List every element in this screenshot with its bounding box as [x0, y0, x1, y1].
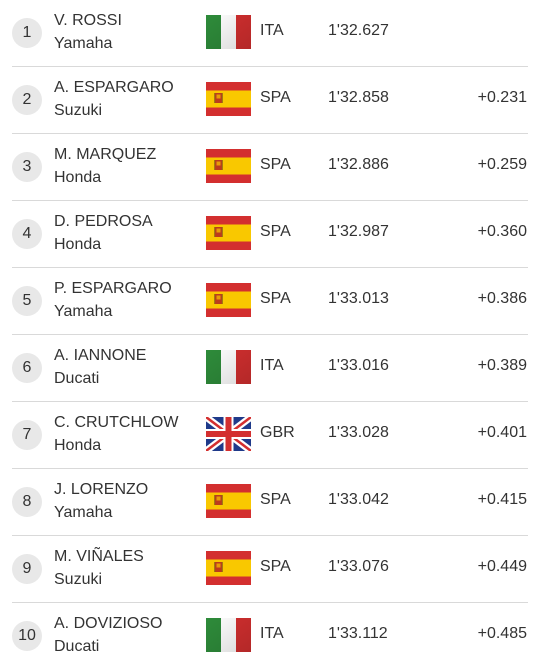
- rider-name: M. MARQUEZ: [54, 146, 157, 163]
- lap-time: 1'32.886: [328, 156, 389, 173]
- rider-name: M. VIÑALES: [54, 548, 144, 565]
- result-row[interactable]: 7 C. CRUTCHLOW Honda GBR 1'33.028 +0.401: [0, 402, 540, 469]
- country-code: SPA: [260, 89, 291, 106]
- row-divider: [12, 535, 528, 536]
- country-code: SPA: [260, 156, 291, 173]
- rider-name: P. ESPARGARO: [54, 280, 172, 297]
- result-row[interactable]: 9 M. VIÑALES Suzuki SPA 1'33.076 +0.449: [0, 536, 540, 603]
- time-gap: +0.259: [477, 156, 527, 173]
- team-name: Yamaha: [54, 35, 113, 52]
- row-divider: [12, 66, 528, 67]
- rider-name: J. LORENZO: [54, 481, 149, 498]
- country-code: ITA: [260, 22, 284, 39]
- position-badge: 10: [12, 621, 42, 651]
- time-gap: +0.401: [477, 424, 527, 441]
- spain-flag-icon: [206, 149, 251, 183]
- result-row[interactable]: 3 M. MARQUEZ Honda SPA 1'32.886 +0.259: [0, 134, 540, 201]
- rider-name: V. ROSSI: [54, 12, 122, 29]
- team-name: Suzuki: [54, 102, 103, 119]
- result-row[interactable]: 6 A. IANNONE Ducati ITA 1'33.016 +0.389: [0, 335, 540, 402]
- time-gap: +0.415: [477, 491, 527, 508]
- spain-flag-icon: [206, 82, 251, 116]
- rider-name: C. CRUTCHLOW: [54, 414, 179, 431]
- italy-flag-icon: [206, 15, 251, 49]
- country-code: SPA: [260, 223, 291, 240]
- lap-time: 1'33.016: [328, 357, 389, 374]
- position-badge: 9: [12, 554, 42, 584]
- lap-time: 1'32.858: [328, 89, 389, 106]
- spain-flag-icon: [206, 283, 251, 317]
- country-code: SPA: [260, 491, 291, 508]
- spain-flag-icon: [206, 216, 251, 250]
- rider-name: D. PEDROSA: [54, 213, 153, 230]
- team-name: Honda: [54, 169, 102, 186]
- position-badge: 5: [12, 286, 42, 316]
- position-badge: 7: [12, 420, 42, 450]
- rider-name: A. ESPARGARO: [54, 79, 174, 96]
- row-divider: [12, 602, 528, 603]
- result-row[interactable]: 4 D. PEDROSA Honda SPA 1'32.987 +0.360: [0, 201, 540, 268]
- uk-flag-icon: [206, 417, 251, 451]
- team-name: Honda: [54, 437, 102, 454]
- time-gap: +0.386: [477, 290, 527, 307]
- lap-time: 1'33.042: [328, 491, 389, 508]
- lap-time: 1'33.028: [328, 424, 389, 441]
- result-row[interactable]: 2 A. ESPARGARO Suzuki SPA 1'32.858 +0.23…: [0, 67, 540, 134]
- spain-flag-icon: [206, 551, 251, 585]
- lap-time: 1'33.076: [328, 558, 389, 575]
- row-divider: [12, 401, 528, 402]
- time-gap: +0.485: [477, 625, 527, 642]
- position-badge: 2: [12, 85, 42, 115]
- row-divider: [12, 468, 528, 469]
- time-gap: +0.360: [477, 223, 527, 240]
- row-divider: [12, 334, 528, 335]
- italy-flag-icon: [206, 618, 251, 652]
- rider-name: A. IANNONE: [54, 347, 147, 364]
- country-code: SPA: [260, 558, 291, 575]
- position-badge: 6: [12, 353, 42, 383]
- country-code: SPA: [260, 290, 291, 307]
- position-badge: 1: [12, 18, 42, 48]
- team-name: Suzuki: [54, 571, 103, 588]
- result-row[interactable]: 8 J. LORENZO Yamaha SPA 1'33.042 +0.415: [0, 469, 540, 536]
- lap-time: 1'32.627: [328, 22, 389, 39]
- lap-time: 1'33.013: [328, 290, 389, 307]
- country-code: ITA: [260, 625, 284, 642]
- time-gap: +0.231: [477, 89, 527, 106]
- team-name: Ducati: [54, 638, 100, 655]
- time-gap: +0.449: [477, 558, 527, 575]
- team-name: Yamaha: [54, 504, 113, 521]
- rider-name: A. DOVIZIOSO: [54, 615, 163, 632]
- country-code: ITA: [260, 357, 284, 374]
- result-row[interactable]: 10 A. DOVIZIOSO Ducati ITA 1'33.112 +0.4…: [0, 603, 540, 670]
- position-badge: 8: [12, 487, 42, 517]
- row-divider: [12, 200, 528, 201]
- lap-time: 1'33.112: [328, 625, 388, 642]
- position-badge: 4: [12, 219, 42, 249]
- row-divider: [12, 267, 528, 268]
- result-row[interactable]: 1 V. ROSSI Yamaha ITA 1'32.627: [0, 0, 540, 67]
- team-name: Honda: [54, 236, 102, 253]
- italy-flag-icon: [206, 350, 251, 384]
- spain-flag-icon: [206, 484, 251, 518]
- country-code: GBR: [260, 424, 295, 441]
- result-row[interactable]: 5 P. ESPARGARO Yamaha SPA 1'33.013 +0.38…: [0, 268, 540, 335]
- lap-time: 1'32.987: [328, 223, 389, 240]
- row-divider: [12, 133, 528, 134]
- team-name: Yamaha: [54, 303, 113, 320]
- position-badge: 3: [12, 152, 42, 182]
- team-name: Ducati: [54, 370, 100, 387]
- time-gap: +0.389: [477, 357, 527, 374]
